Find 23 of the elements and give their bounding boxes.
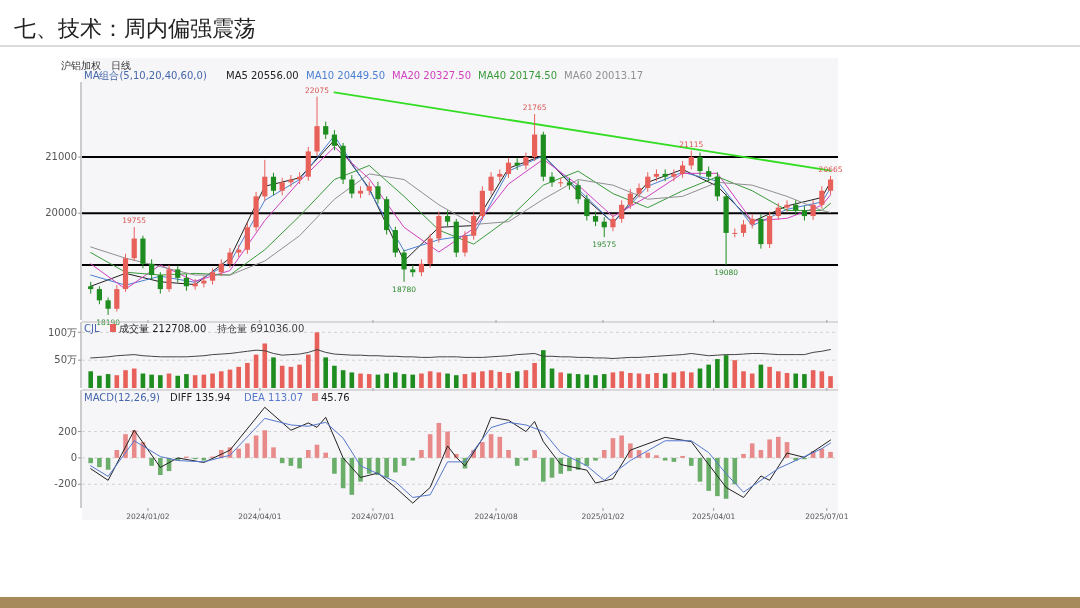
legend-label: 成交量 212708.00 xyxy=(119,323,207,334)
y-tick-label: 100万 xyxy=(47,326,77,338)
y-tick-label: 200 xyxy=(57,425,77,437)
text: MA5 20556.00 xyxy=(226,70,299,81)
y-tick-label: 21000 xyxy=(45,151,77,163)
text: MA40 20174.50 xyxy=(478,70,558,81)
y-tick-label: -200 xyxy=(54,478,77,490)
legend-label: 45.76 xyxy=(321,392,350,403)
text: 日线 xyxy=(111,60,131,71)
text: DIFF 135.94 xyxy=(170,392,231,403)
text: MA60 20013.17 xyxy=(564,70,644,81)
legend-title: MACD(12,26,9) xyxy=(84,392,161,403)
text: MA20 20327.50 xyxy=(392,70,472,81)
text: DEA 113.07 xyxy=(244,392,304,403)
y-tick-label: 0 xyxy=(70,452,77,464)
y-tick-label: 20000 xyxy=(45,207,77,219)
text: MA10 20449.50 xyxy=(306,70,386,81)
legend-title: MA组合(5,10,20,40,60,0) xyxy=(84,70,207,81)
chart-title: 七、技术：周内偏强震荡 xyxy=(14,16,256,41)
text: 沪铝加权 xyxy=(61,60,101,71)
series-label: 持仓量 691036.00 xyxy=(217,323,305,334)
legend-title: CJL xyxy=(84,323,100,334)
y-tick-label: 50万 xyxy=(54,354,77,366)
